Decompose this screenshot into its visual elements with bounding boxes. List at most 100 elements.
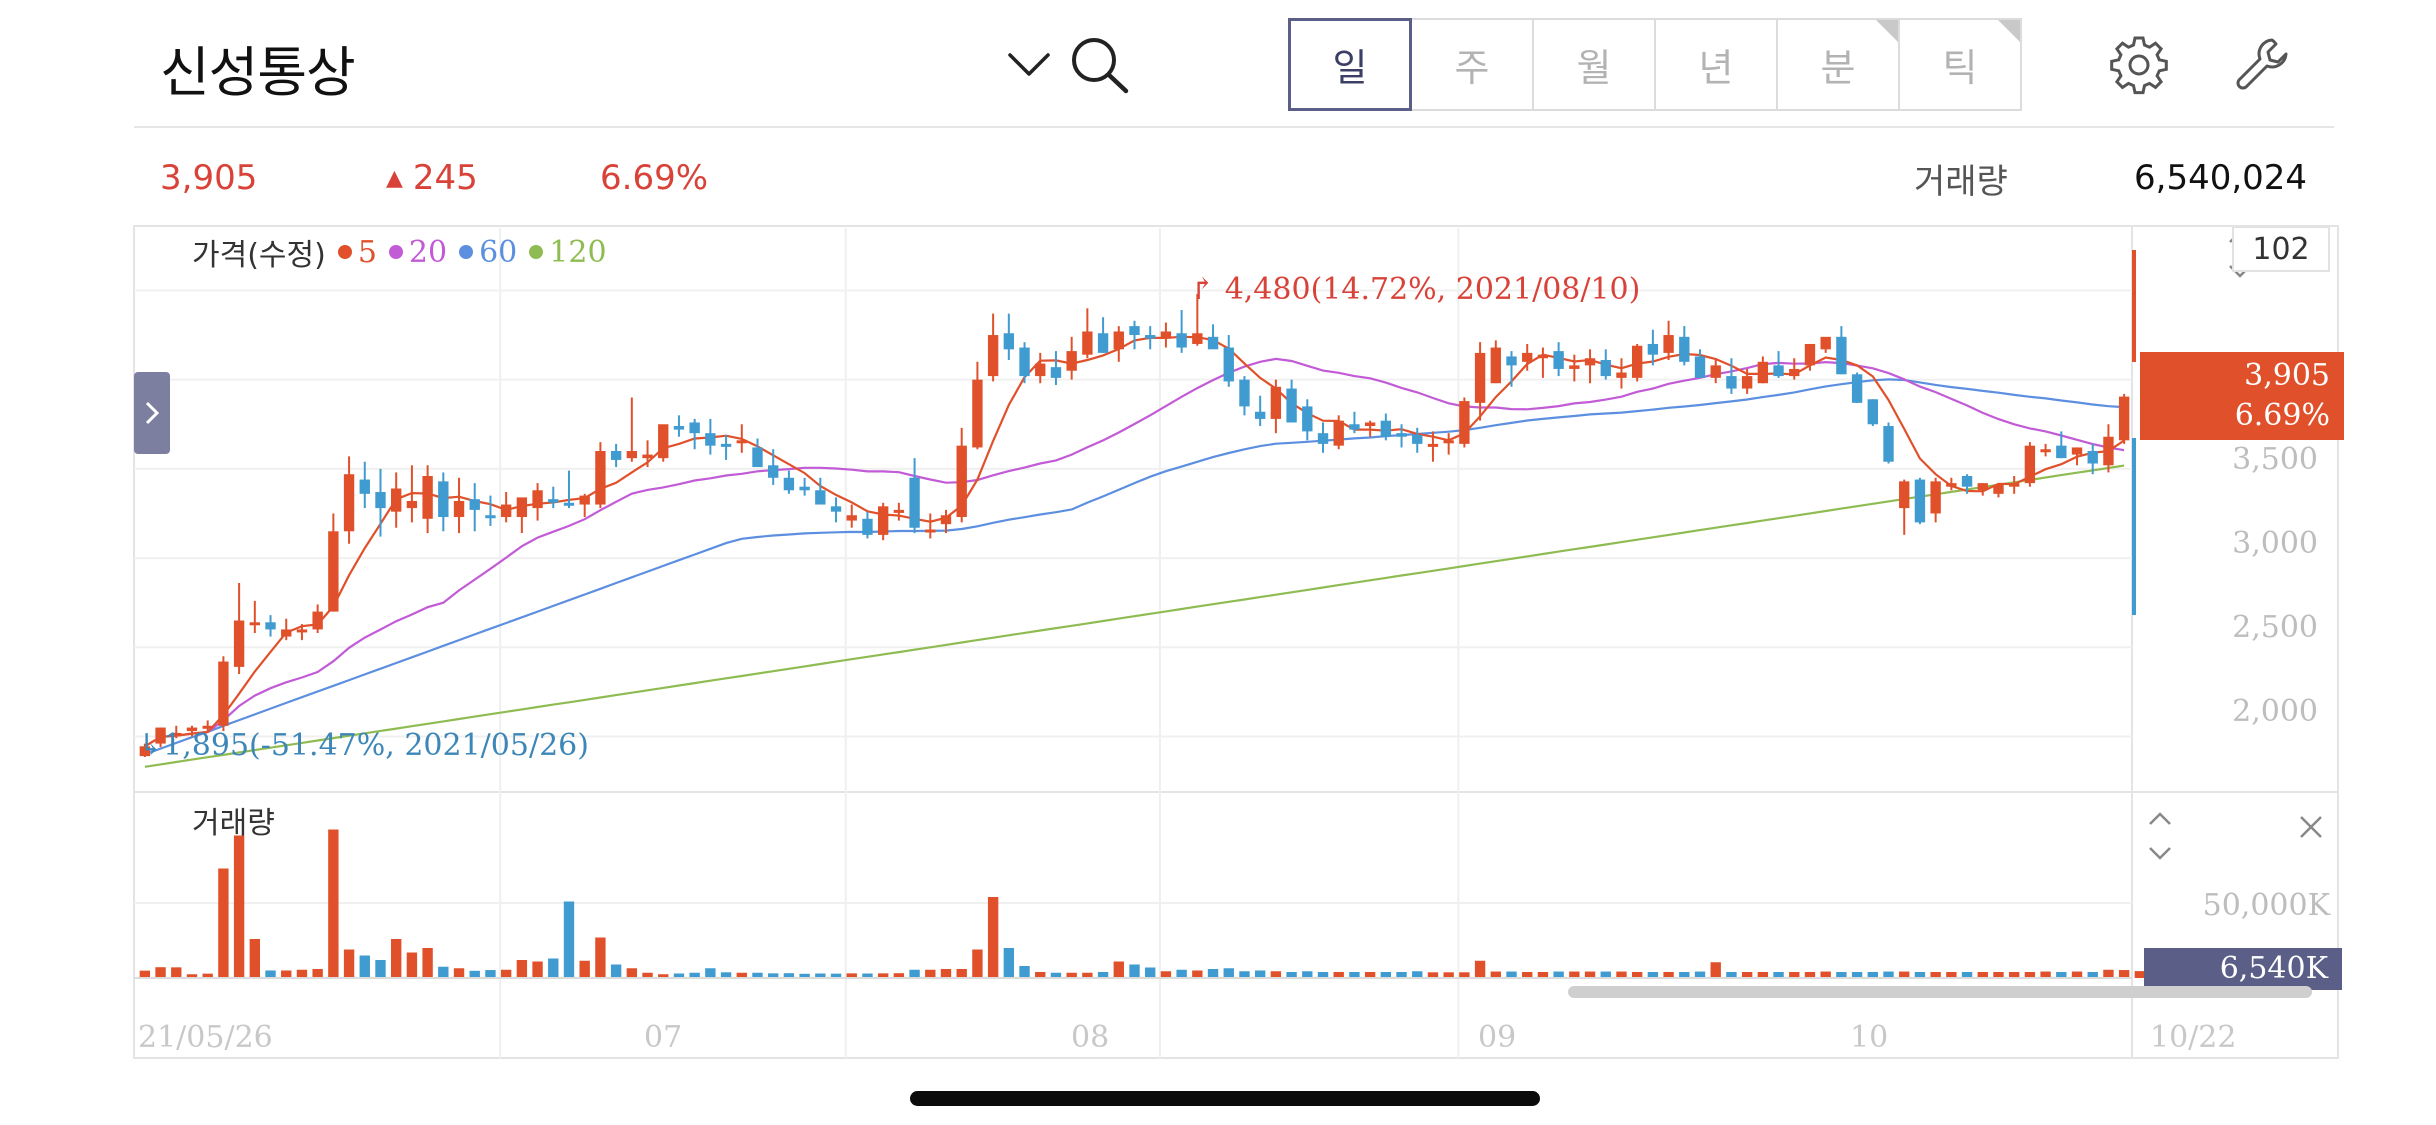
candle-body [1789, 368, 1800, 377]
volume-bar [987, 897, 999, 978]
volume-bar [281, 970, 292, 978]
volume-bar [689, 972, 700, 978]
volume-bar [2087, 972, 2098, 978]
volume-bar [469, 970, 480, 978]
quote-row: 3,905 ▲ 245 6.69% 거래량 6,540,024 [134, 150, 2334, 210]
candle-body [925, 529, 936, 533]
candle-body [516, 497, 528, 518]
close-icon[interactable] [2294, 810, 2334, 850]
tab-day[interactable]: 일 [1288, 18, 1412, 111]
chevron-down-icon[interactable] [994, 30, 1064, 100]
home-indicator[interactable] [910, 1091, 1540, 1106]
candle-body [1930, 481, 1941, 514]
candle-body [281, 629, 292, 637]
volume-bar [1286, 972, 1297, 978]
volume-bar [1946, 972, 1957, 978]
tab-minute[interactable]: 분 [1776, 18, 1900, 111]
candle-body [1899, 481, 1910, 509]
volume-bar [406, 952, 418, 978]
volume-bar [783, 973, 795, 978]
candle-body [1537, 354, 1549, 359]
volume-bar [1899, 971, 1910, 978]
candle-body [1019, 347, 1030, 377]
tab-tick[interactable]: 틱 [1898, 18, 2022, 111]
gear-icon[interactable] [2104, 30, 2174, 100]
volume-bar [1427, 972, 1439, 978]
candle-body [1993, 484, 2004, 494]
tab-month[interactable]: 월 [1532, 18, 1656, 111]
candle-body [139, 746, 151, 757]
scale-box[interactable]: 102 [2232, 226, 2330, 272]
volume-bar [1333, 972, 1344, 978]
candle-body [548, 499, 559, 503]
low-arrow-icon: ↳ [138, 728, 164, 763]
candle-body [375, 492, 386, 509]
candle-body [1946, 483, 1957, 487]
expand-panel-button[interactable] [134, 372, 170, 454]
candle-body [1679, 336, 1690, 362]
candle-body [171, 732, 182, 736]
candle-body [233, 620, 245, 667]
volume-bar [1082, 972, 1093, 978]
candle-body [1741, 376, 1753, 389]
legend-ma5: 5 [357, 234, 377, 270]
candle-body [815, 490, 826, 505]
volume-bar [1113, 961, 1124, 978]
candle-body [1254, 411, 1266, 419]
volume-bar [1741, 972, 1753, 978]
volume-bar [768, 973, 779, 978]
candle-body [1726, 376, 1737, 389]
price-change-value: 245 [412, 158, 478, 198]
volume-bar [972, 949, 983, 978]
volume-scale-toggle[interactable] [2140, 808, 2200, 866]
legend-ma120: 120 [549, 234, 607, 270]
candle-body [1836, 336, 1847, 375]
volume-bar [155, 967, 166, 978]
volume-bar [1223, 968, 1234, 978]
x-tick-label: 09 [1478, 1020, 1517, 1055]
tab-year[interactable]: 년 [1654, 18, 1778, 111]
candle-body [1380, 420, 1392, 437]
candle-body [830, 506, 842, 512]
candle-body [1867, 399, 1878, 425]
header-bar: 신성통상 일 주 월 년 분 틱 [134, 0, 2334, 128]
volume-label: 거래량 [1914, 162, 2008, 202]
candle-body [1082, 331, 1093, 355]
candle-body [2071, 447, 2083, 455]
volume-bar [249, 939, 260, 978]
candle-body [1522, 352, 1533, 362]
candle-body [1317, 433, 1329, 444]
volume-bar [1176, 969, 1187, 978]
wrench-icon[interactable] [2228, 30, 2298, 100]
legend-ma60: 60 [479, 234, 518, 270]
change-rate: 6.69% [600, 158, 709, 198]
candle-body [1773, 365, 1784, 377]
candle-body [391, 488, 402, 512]
volume-bar [1522, 972, 1533, 978]
candle-body [1113, 331, 1124, 350]
volume-bar [453, 968, 465, 978]
candle-body [1757, 361, 1769, 384]
candle-body [1176, 333, 1187, 348]
candle-body [2024, 445, 2036, 484]
volume-bar [1883, 971, 1894, 978]
current-price-badge: 3,905 6.69% [2140, 352, 2344, 440]
volume-bar [1302, 971, 1313, 978]
search-icon[interactable] [1064, 30, 1134, 100]
volume-bar [1914, 972, 1926, 978]
candle-body [909, 477, 920, 528]
horizontal-scrollbar[interactable] [1568, 986, 2312, 998]
candle-body [1097, 333, 1109, 353]
candle-body [532, 490, 543, 509]
candle-body [1694, 356, 1706, 378]
volume-bar [1537, 972, 1549, 978]
candle-body [752, 447, 763, 468]
candle-body [658, 424, 669, 459]
stock-name[interactable]: 신성통상 [160, 41, 356, 104]
candle-body [689, 422, 700, 434]
volume-bar [1239, 971, 1250, 978]
volume-bar [752, 972, 763, 978]
volume-bar [626, 968, 638, 978]
volume-bar [1867, 972, 1878, 978]
